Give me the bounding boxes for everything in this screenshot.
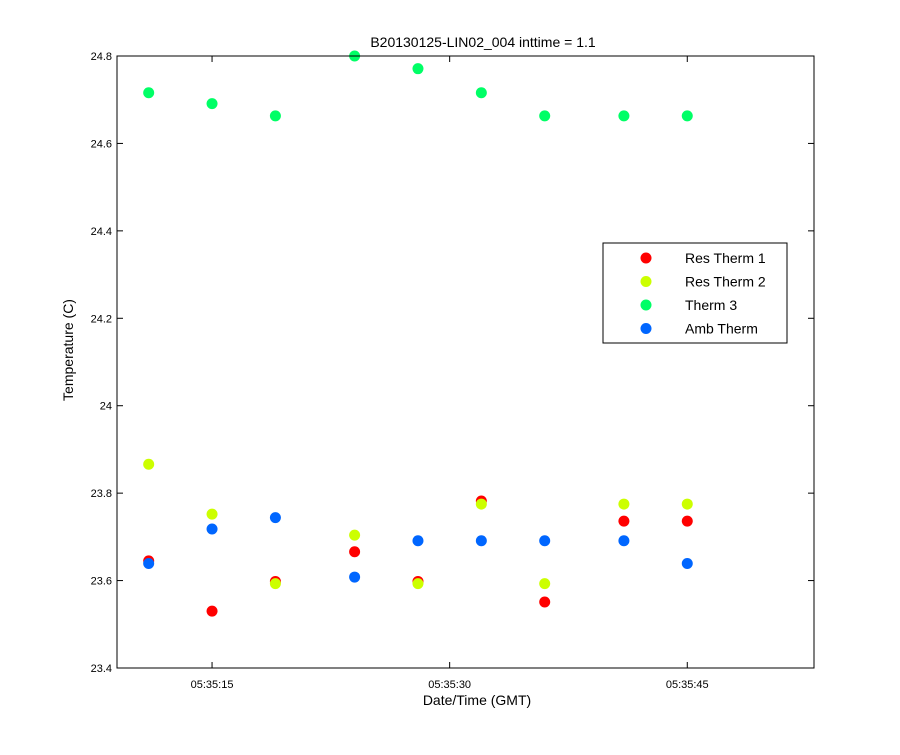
data-point [412,578,424,590]
data-point [618,498,630,510]
data-point [206,508,218,520]
data-point [349,529,361,541]
data-point [618,110,630,122]
y-tick-label: 24.2 [91,313,112,325]
data-point [206,605,218,617]
data-point [349,546,361,558]
data-point [681,558,693,570]
data-point [539,578,551,590]
data-point [539,110,551,122]
data-point [412,535,424,547]
data-point [539,596,551,608]
data-point [681,110,693,122]
legend-marker [640,323,652,334]
legend-label: Res Therm 2 [685,274,766,290]
data-point [681,498,693,510]
data-point [349,571,361,583]
y-tick-label: 23.4 [91,663,112,675]
data-point [475,87,487,99]
y-tick-label: 24.8 [91,51,112,63]
data-point [269,512,281,524]
y-tick-label: 23.6 [91,576,112,588]
data-point [269,110,281,122]
data-point [475,535,487,547]
x-tick-label: 05:35:30 [428,679,471,691]
legend-label: Amb Therm [685,321,758,337]
legend-label: Res Therm 1 [685,250,766,266]
data-point [618,535,630,547]
data-point [539,535,551,547]
x-tick-label: 05:35:15 [191,679,234,691]
legend-marker [640,252,652,264]
data-point [618,515,630,527]
data-point [143,87,155,99]
data-point [143,458,155,470]
series-res-therm-2 [143,458,693,590]
data-point [681,515,693,527]
y-tick-label: 24 [100,401,112,413]
data-point [143,558,155,570]
y-tick-label: 23.8 [91,488,112,500]
legend-label: Therm 3 [685,297,737,313]
data-point [475,498,487,510]
legend-marker [640,299,652,311]
plot-frame [116,55,815,669]
legend-marker [640,276,652,287]
plot-marks [143,50,693,617]
data-point [206,98,218,110]
y-tick-label: 24.4 [91,226,112,238]
data-point [269,578,281,590]
data-point [206,523,218,535]
series-amb-therm [143,512,693,583]
y-axis-label: Temperature (C) [60,299,76,401]
chart-title: B20130125-LIN02_004 inttime = 1.1 [370,34,596,50]
x-tick-label: 05:35:45 [666,679,709,691]
x-axis-label: Date/Time (GMT) [423,692,531,708]
y-tick-label: 24.6 [91,138,112,150]
axis-ticks: 23.4 23.6 23.8 24 24.2 24.4 24.6 24.8 05:35:15 05… [91,51,814,691]
data-point [412,63,424,75]
series-therm-3 [143,50,693,122]
legend: Res Therm 1 Res Therm 2 Therm 3 Amb Therm [602,242,788,344]
legend-box [602,242,788,344]
